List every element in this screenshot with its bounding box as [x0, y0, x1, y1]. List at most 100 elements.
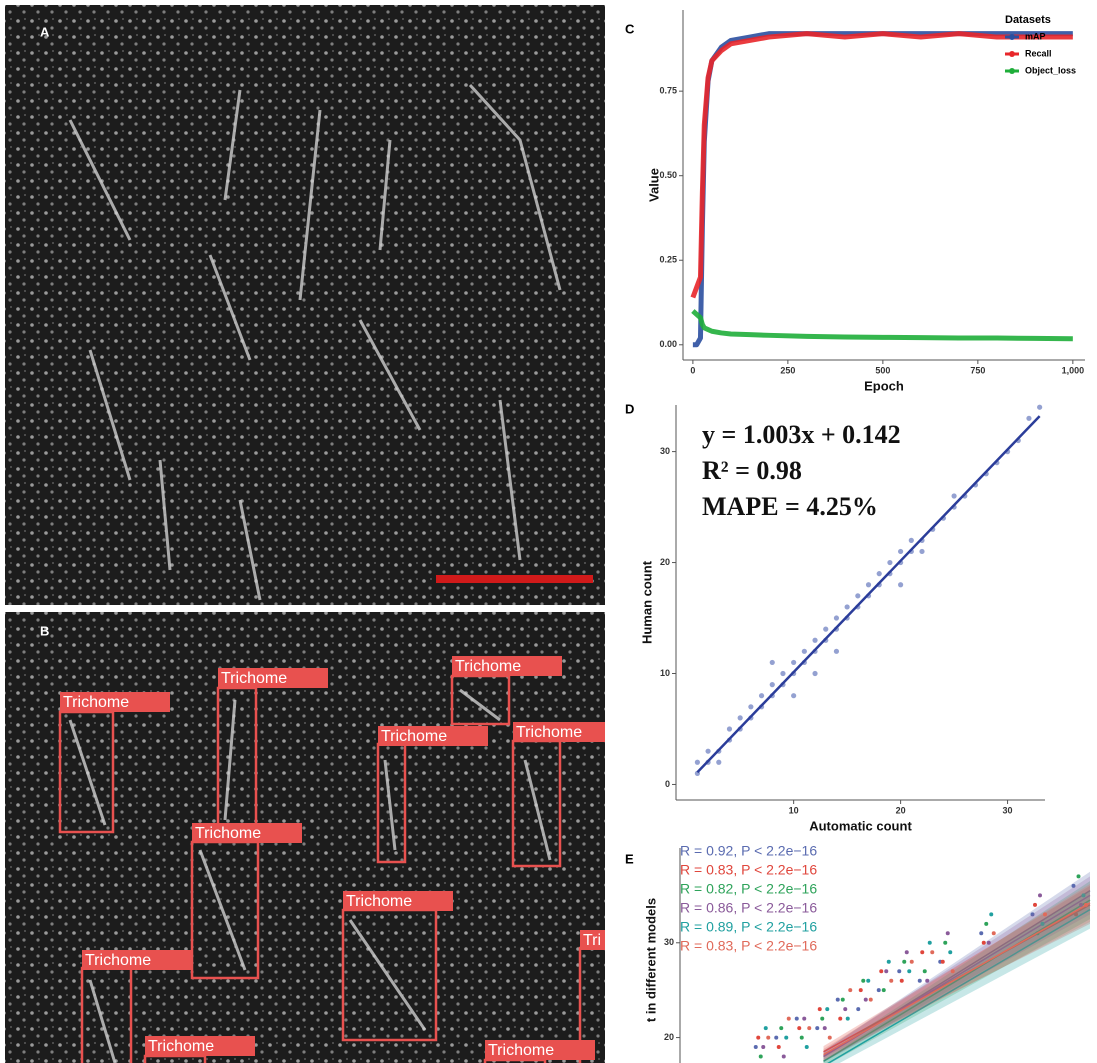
- scatter-point: [887, 960, 891, 964]
- scatter-point: [1084, 903, 1088, 907]
- scatter-point: [820, 1017, 824, 1021]
- panel-label: B: [40, 623, 49, 638]
- x-tick-label: 20: [896, 805, 906, 815]
- scatter-point: [759, 693, 764, 698]
- scatter-point: [879, 969, 883, 973]
- y-tick-label: 0.75: [659, 86, 677, 96]
- scatter-point: [925, 979, 929, 983]
- legend-marker: [1009, 34, 1015, 40]
- equation-annotation: y = 1.003x + 0.142: [702, 420, 901, 449]
- scatter-point: [823, 1026, 827, 1030]
- panel-label: E: [625, 851, 634, 866]
- figure: A B Trichome Trichome Trichome Trichome Tric…: [0, 0, 1097, 1063]
- detection-label: Trichome: [148, 1038, 214, 1055]
- y-tick-label: 20: [664, 1032, 674, 1042]
- scatter-point: [774, 1036, 778, 1040]
- scatter-point: [761, 1045, 765, 1049]
- y-axis-title: t in different models: [643, 898, 658, 1022]
- scatter-point: [930, 950, 934, 954]
- scatter-point: [1033, 903, 1037, 907]
- scatter-point: [764, 1026, 768, 1030]
- scatter-point: [946, 931, 950, 935]
- scatter-point: [905, 950, 909, 954]
- scatter-point: [877, 988, 881, 992]
- scatter-point: [1026, 416, 1031, 421]
- legend-marker: [1009, 68, 1015, 74]
- detection-label: Trichome: [195, 825, 261, 842]
- scatter-point: [805, 1045, 809, 1049]
- data-line: [693, 34, 1073, 345]
- scatter-point: [861, 979, 865, 983]
- scatter-point: [897, 969, 901, 973]
- scatter-point: [807, 1026, 811, 1030]
- scatter-point: [848, 988, 852, 992]
- y-tick-label: 30: [664, 937, 674, 947]
- scatter-point: [754, 1045, 758, 1049]
- scatter-point: [877, 571, 882, 576]
- scatter-point: [800, 1036, 804, 1040]
- detection-label: Trichome: [221, 670, 287, 687]
- scatter-point: [1037, 405, 1042, 410]
- legend-marker: [1009, 51, 1015, 57]
- scatter-point: [855, 593, 860, 598]
- scatter-point: [984, 922, 988, 926]
- scatter-point: [928, 941, 932, 945]
- x-axis-title: Automatic count: [809, 818, 912, 833]
- scatter-point: [882, 988, 886, 992]
- equation-annotation: MAPE = 4.25%: [702, 492, 878, 521]
- scatter-point: [909, 538, 914, 543]
- scatter-point: [864, 998, 868, 1002]
- panel-label: A: [40, 24, 50, 39]
- data-line: [693, 34, 1073, 298]
- detection-label: Trichome: [85, 952, 151, 969]
- scatter-point: [845, 604, 850, 609]
- y-axis-title: Value: [646, 168, 661, 202]
- scatter-point: [948, 950, 952, 954]
- scatter-point: [951, 969, 955, 973]
- scatter-point: [812, 671, 817, 676]
- correlation-annotation: R = 0.83, P < 2.2e−16: [680, 862, 817, 878]
- scale-bar: [436, 575, 593, 583]
- y-tick-label: 0.00: [659, 339, 677, 349]
- panel-divider: [5, 605, 605, 612]
- scatter-point: [784, 1036, 788, 1040]
- scatter-point: [695, 760, 700, 765]
- scatter-point: [836, 998, 840, 1002]
- x-tick-label: 750: [970, 365, 985, 375]
- scatter-point: [884, 969, 888, 973]
- scatter-point: [828, 1036, 832, 1040]
- scatter-point: [866, 582, 871, 587]
- microscopy-image: A: [5, 5, 605, 605]
- data-line: [693, 311, 1073, 339]
- scatter-point: [777, 1045, 781, 1049]
- detection-label: Trichome: [488, 1042, 554, 1059]
- scatter-point: [766, 1036, 770, 1040]
- detection-label: Trichome: [346, 893, 412, 910]
- page: A B Trichome Trichome Trichome Trichome Tric…: [0, 0, 1097, 1063]
- legend-label: mAP: [1025, 31, 1046, 41]
- scatter-point: [919, 549, 924, 554]
- legend-title: Datasets: [1005, 14, 1051, 26]
- scatter-point: [759, 1055, 763, 1059]
- scatter-point: [782, 1055, 786, 1059]
- scatter-point: [898, 549, 903, 554]
- scatter-point: [889, 979, 893, 983]
- scatter-point: [825, 1007, 829, 1011]
- scatter-point: [1038, 893, 1042, 897]
- detection-label: Trichome: [381, 728, 447, 745]
- detection-label: Trichome: [516, 724, 582, 741]
- scatter-point: [920, 950, 924, 954]
- y-tick-label: 10: [660, 668, 670, 678]
- scatter-point: [910, 960, 914, 964]
- scatter-point: [951, 493, 956, 498]
- scatter-point: [943, 941, 947, 945]
- scatter-point: [818, 1007, 822, 1011]
- scatter-point: [923, 969, 927, 973]
- scatter-point: [1077, 874, 1081, 878]
- scatter-point: [791, 660, 796, 665]
- scatter-point: [941, 960, 945, 964]
- x-tick-label: 1,000: [1062, 365, 1085, 375]
- scatter-point: [869, 998, 873, 1002]
- x-tick-label: 10: [789, 805, 799, 815]
